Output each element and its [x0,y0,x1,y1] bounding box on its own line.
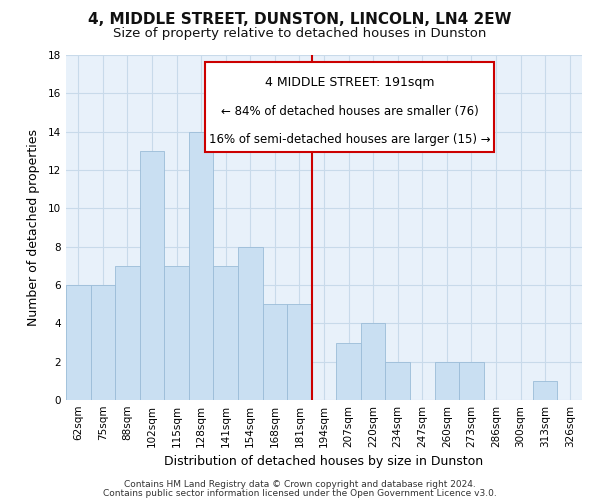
Y-axis label: Number of detached properties: Number of detached properties [26,129,40,326]
Bar [238,246,263,400]
Bar [385,362,410,400]
Bar [164,266,189,400]
Bar [263,304,287,400]
Text: Contains public sector information licensed under the Open Government Licence v3: Contains public sector information licen… [103,488,497,498]
Bar [66,285,91,400]
Bar [361,324,385,400]
Bar [336,342,361,400]
Bar [434,362,459,400]
Text: 4, MIDDLE STREET, DUNSTON, LINCOLN, LN4 2EW: 4, MIDDLE STREET, DUNSTON, LINCOLN, LN4 … [88,12,512,28]
Bar [189,132,214,400]
Bar [287,304,312,400]
FancyBboxPatch shape [205,62,494,152]
Bar [115,266,140,400]
Text: ← 84% of detached houses are smaller (76): ← 84% of detached houses are smaller (76… [221,105,479,118]
Bar [459,362,484,400]
Text: 4 MIDDLE STREET: 191sqm: 4 MIDDLE STREET: 191sqm [265,76,434,88]
Bar [140,151,164,400]
Bar [91,285,115,400]
Bar [533,381,557,400]
Text: 16% of semi-detached houses are larger (15) →: 16% of semi-detached houses are larger (… [209,132,491,145]
Text: Size of property relative to detached houses in Dunston: Size of property relative to detached ho… [113,28,487,40]
Text: Contains HM Land Registry data © Crown copyright and database right 2024.: Contains HM Land Registry data © Crown c… [124,480,476,489]
X-axis label: Distribution of detached houses by size in Dunston: Distribution of detached houses by size … [164,456,484,468]
Bar [214,266,238,400]
